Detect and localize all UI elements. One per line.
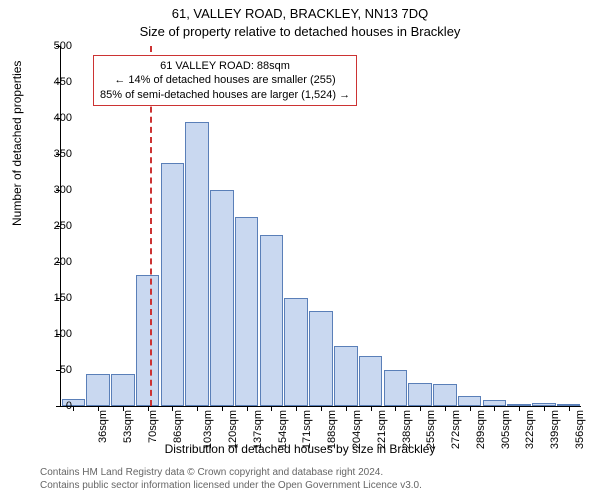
- y-tick-label: 100: [54, 328, 72, 340]
- histogram-bar: [161, 163, 185, 406]
- x-tick: [445, 406, 446, 411]
- histogram-bar: [235, 217, 259, 406]
- y-tick-label: 50: [60, 364, 72, 376]
- x-tick-label: 322sqm: [524, 410, 536, 449]
- histogram-bar: [309, 311, 333, 406]
- x-tick-label: 137sqm: [252, 410, 264, 449]
- x-tick: [296, 406, 297, 411]
- x-tick-label: 53sqm: [122, 410, 134, 443]
- x-tick-label: 255sqm: [425, 410, 437, 449]
- y-tick-label: 250: [54, 220, 72, 232]
- x-tick-label: 70sqm: [147, 410, 159, 443]
- x-tick-label: 272sqm: [450, 410, 462, 449]
- x-tick-label: 305sqm: [500, 410, 512, 449]
- footer-copyright-2: Contains public sector information licen…: [40, 480, 422, 491]
- x-tick: [271, 406, 272, 411]
- x-tick: [371, 406, 372, 411]
- x-tick-label: 188sqm: [326, 410, 338, 449]
- histogram-bar: [359, 356, 383, 406]
- annotation-line: 61 VALLEY ROAD: 88sqm: [100, 59, 350, 73]
- y-tick-label: 500: [54, 40, 72, 52]
- histogram-bar: [408, 383, 432, 406]
- x-tick-label: 154sqm: [277, 410, 289, 449]
- histogram-bar: [111, 374, 135, 406]
- histogram-bar: [136, 275, 160, 406]
- histogram-bar: [384, 370, 408, 406]
- x-tick: [420, 406, 421, 411]
- footer-copyright-1: Contains HM Land Registry data © Crown c…: [40, 467, 383, 478]
- x-tick: [197, 406, 198, 411]
- x-tick: [519, 406, 520, 411]
- histogram-bar: [458, 396, 482, 406]
- x-tick-label: 238sqm: [401, 410, 413, 449]
- x-tick: [222, 406, 223, 411]
- y-tick-label: 200: [54, 256, 72, 268]
- x-tick-label: 120sqm: [227, 410, 239, 449]
- histogram-bar: [284, 298, 308, 406]
- y-tick-label: 300: [54, 184, 72, 196]
- histogram-chart: 36sqm53sqm70sqm86sqm103sqm120sqm137sqm15…: [60, 46, 581, 407]
- y-tick-label: 450: [54, 76, 72, 88]
- x-tick: [395, 406, 396, 411]
- x-tick-label: 171sqm: [302, 410, 314, 449]
- histogram-bar: [433, 384, 457, 406]
- histogram-bar: [334, 346, 358, 406]
- x-tick: [321, 406, 322, 411]
- x-tick: [346, 406, 347, 411]
- x-tick: [544, 406, 545, 411]
- y-tick-label: 400: [54, 112, 72, 124]
- x-tick: [148, 406, 149, 411]
- histogram-bar: [185, 122, 209, 406]
- x-tick: [494, 406, 495, 411]
- annotation-line: ← 14% of detached houses are smaller (25…: [100, 73, 350, 87]
- y-axis-label: Number of detached properties: [10, 61, 24, 226]
- x-tick: [172, 406, 173, 411]
- x-tick: [470, 406, 471, 411]
- page-subtitle: Size of property relative to detached ho…: [0, 24, 600, 39]
- x-tick-label: 86sqm: [172, 410, 184, 443]
- y-tick: [56, 406, 61, 407]
- x-tick-label: 103sqm: [203, 410, 215, 449]
- x-tick: [98, 406, 99, 411]
- y-tick-label: 0: [66, 400, 72, 412]
- histogram-bar: [86, 374, 110, 406]
- x-tick-label: 339sqm: [549, 410, 561, 449]
- x-tick-label: 289sqm: [475, 410, 487, 449]
- x-tick: [569, 406, 570, 411]
- page-title: 61, VALLEY ROAD, BRACKLEY, NN13 7DQ: [0, 6, 600, 21]
- y-tick-label: 150: [54, 292, 72, 304]
- x-tick-label: 36sqm: [97, 410, 109, 443]
- x-tick: [247, 406, 248, 411]
- histogram-bar: [210, 190, 234, 406]
- x-tick-label: 356sqm: [574, 410, 586, 449]
- annotation-line: 85% of semi-detached houses are larger (…: [100, 88, 350, 102]
- annotation-box: 61 VALLEY ROAD: 88sqm← 14% of detached h…: [93, 55, 357, 106]
- histogram-bar: [260, 235, 284, 406]
- x-tick: [123, 406, 124, 411]
- x-tick-label: 221sqm: [376, 410, 388, 449]
- x-tick-label: 204sqm: [351, 410, 363, 449]
- y-tick-label: 350: [54, 148, 72, 160]
- x-tick: [73, 406, 74, 411]
